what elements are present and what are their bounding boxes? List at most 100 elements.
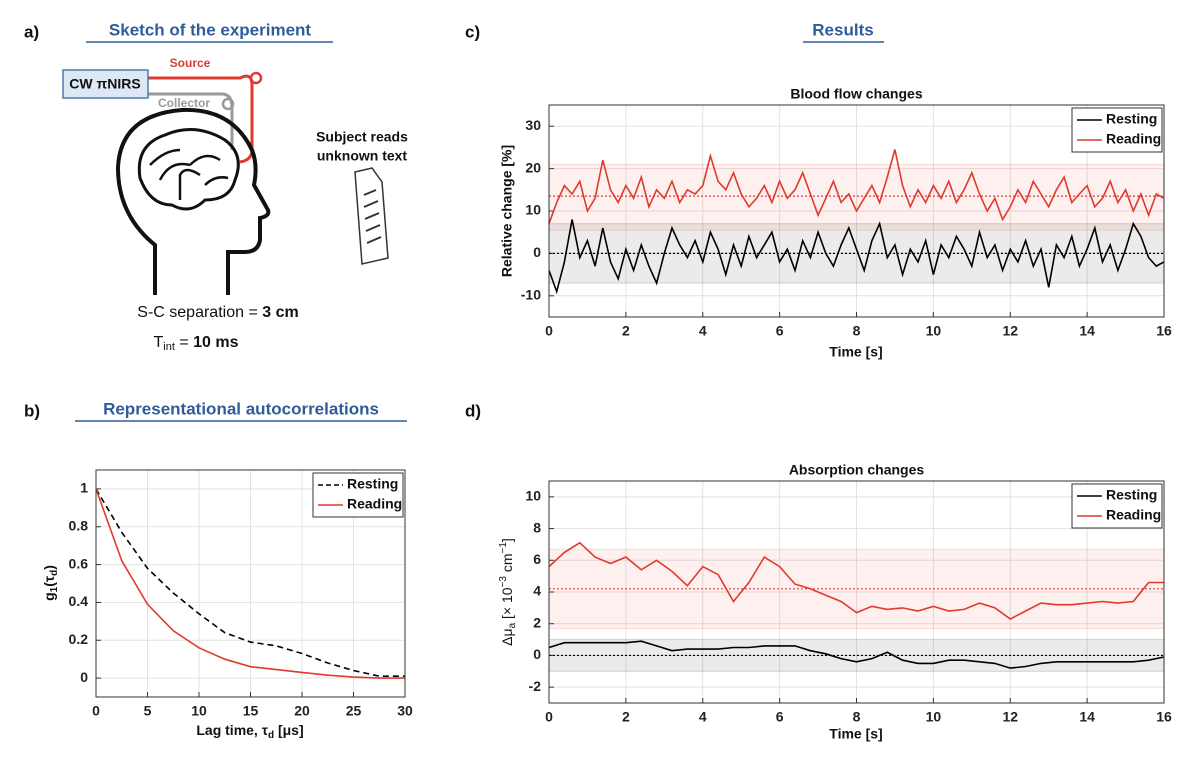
integration: Tint = 10 ms (153, 334, 238, 353)
series-line (95, 488, 405, 679)
separation-text: S-C separation = (137, 304, 262, 321)
x-tick-label: 25 (346, 703, 362, 719)
y-tick-label: 0 (533, 244, 541, 260)
subject-note: unknown text (317, 148, 408, 164)
separation-value: 3 cm (262, 304, 298, 321)
x-tick-label: 12 (1002, 709, 1018, 725)
brain-folds (149, 148, 229, 200)
label-sub: d (49, 570, 60, 576)
y-axis-label: Δμa [× 10−3 cm−1] (498, 538, 518, 646)
series-line (548, 541, 1164, 620)
label-sup: −1 (498, 542, 509, 554)
label-part: g (41, 592, 57, 601)
x-axis-label: Time [s] (829, 344, 882, 360)
source-fiber (148, 74, 254, 164)
chart-title: Absorption changes (789, 462, 925, 478)
y-tick-label: 0.4 (69, 593, 89, 609)
source-end (249, 71, 263, 85)
panel-title: Results (812, 20, 873, 39)
series-line (548, 640, 1165, 669)
label-sub: d (268, 730, 274, 741)
y-axis-label: g1(τd) (41, 565, 60, 601)
collector-label: Collector (158, 96, 210, 110)
y-tick-label: 6 (533, 551, 541, 567)
subject-note: Subject reads (316, 129, 408, 145)
y-tick-label: -10 (521, 287, 541, 303)
brain (137, 128, 240, 211)
label-part: [× 10 (499, 587, 515, 623)
legend-label: Reading (1106, 131, 1161, 147)
panel-label: a) (24, 22, 39, 41)
integration-symbol: T (153, 334, 163, 351)
x-tick-label: 0 (545, 323, 553, 339)
legend-label: Resting (347, 476, 398, 492)
label-part: Lag time, τ (196, 722, 268, 738)
y-tick-label: 0 (80, 669, 88, 685)
axes-frame (548, 480, 1165, 704)
x-axis-label: Lag time, τd [μs] (196, 722, 303, 741)
x-tick-label: 14 (1079, 323, 1095, 339)
x-tick-label: 4 (699, 323, 707, 339)
x-tick-label: 6 (776, 323, 784, 339)
x-tick-label: 16 (1156, 709, 1172, 725)
axes-frame (548, 104, 1165, 318)
integration-subscript: int (163, 341, 175, 353)
device-box (62, 69, 149, 99)
label-part: ] (499, 538, 515, 542)
x-tick-label: 0 (545, 709, 553, 725)
y-tick-label: 20 (525, 159, 541, 175)
label-sub: a (507, 622, 518, 628)
panel-label: d) (465, 401, 481, 420)
label-part: Δμ (499, 628, 515, 645)
panel-title: Sketch of the experiment (109, 20, 312, 39)
x-tick-label: 8 (853, 709, 861, 725)
sketch: CW πNIRS Source Collector Subject reads … (62, 56, 408, 353)
legend-box (312, 472, 404, 518)
series-line (548, 149, 1165, 224)
y-tick-label: 0.2 (69, 631, 89, 647)
y-tick-label: -2 (529, 678, 542, 694)
y-tick-label: 0.8 (69, 517, 89, 533)
x-tick-label: 16 (1156, 323, 1172, 339)
series-line (548, 219, 1165, 295)
paper-lines (363, 189, 382, 244)
label-part: ) (41, 565, 57, 570)
x-tick-label: 15 (243, 703, 259, 719)
integration-value: 10 ms (193, 334, 238, 351)
label-sub: 1 (49, 586, 60, 592)
std-band (548, 163, 1165, 231)
y-tick-label: 30 (525, 117, 541, 133)
label-sup: −3 (498, 576, 509, 588)
x-tick-label: 30 (397, 703, 413, 719)
legend-label: Resting (1106, 111, 1157, 127)
panel-title: Representational autocorrelations (103, 399, 379, 418)
y-tick-label: 4 (533, 583, 541, 599)
x-tick-label: 8 (853, 323, 861, 339)
legend-box (1071, 483, 1163, 529)
x-tick-label: 6 (776, 709, 784, 725)
collector-end (221, 97, 235, 111)
x-tick-label: 14 (1079, 709, 1095, 725)
label-part: cm (499, 553, 515, 576)
y-tick-label: 0 (533, 646, 541, 662)
x-tick-label: 12 (1002, 323, 1018, 339)
x-tick-label: 10 (926, 323, 942, 339)
device-label: CW πNIRS (69, 76, 140, 92)
separation: S-C separation = 3 cm (137, 304, 298, 321)
x-tick-label: 5 (144, 703, 152, 719)
x-tick-label: 0 (92, 703, 100, 719)
y-axis-label: Relative change [%] (499, 145, 515, 277)
label-part: [μs] (274, 722, 304, 738)
y-tick-label: 10 (525, 488, 541, 504)
y-tick-label: 0.6 (69, 555, 89, 571)
x-axis-label: Time [s] (829, 726, 882, 742)
label-part: (τ (41, 575, 57, 587)
panel-label: b) (24, 401, 40, 420)
y-tick-label: 10 (525, 202, 541, 218)
axes-frame (95, 469, 406, 698)
chart-title: Blood flow changes (790, 86, 922, 102)
x-tick-label: 2 (622, 709, 630, 725)
source-label: Source (170, 56, 211, 70)
y-tick-label: 2 (533, 614, 541, 630)
